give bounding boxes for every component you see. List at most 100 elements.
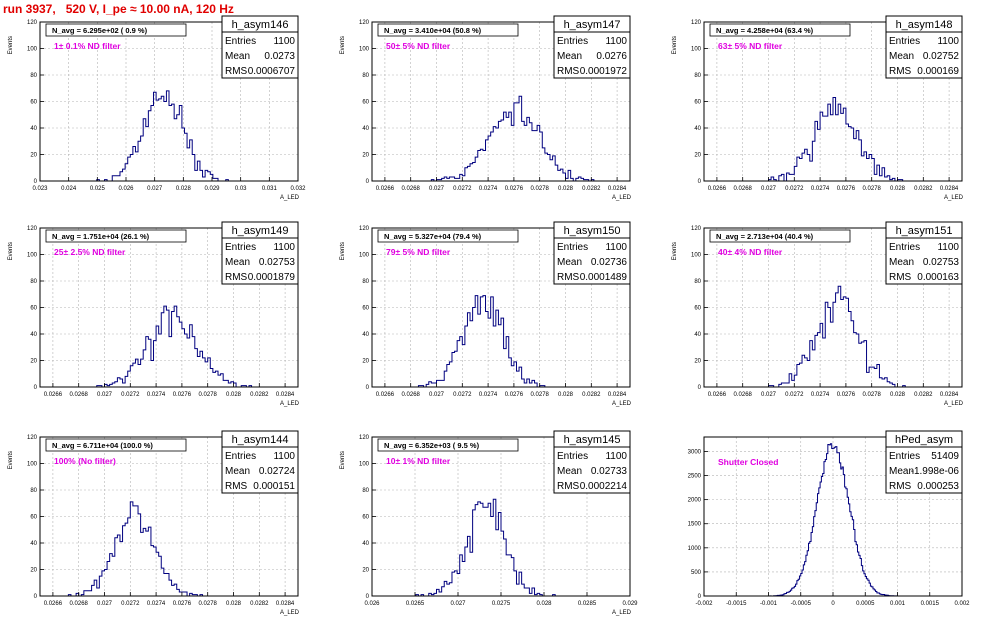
stats-title: h_asym145 [564,434,621,446]
stats-label: Entries [889,242,920,253]
stats-box [885,446,963,494]
y-tick-label: 100 [359,253,370,259]
y-tick-label: 1000 [688,546,702,552]
stats-label: Entries [889,36,920,47]
y-tick-label: 80 [30,73,37,79]
stats-value: 0.0001489 [580,272,628,283]
x-tick-label: 0.028 [558,186,574,192]
stats-box [553,446,631,494]
x-tick-label: 0.0266 [376,186,395,192]
stats-label: Entries [225,451,256,462]
y-tick-label: 60 [362,306,369,312]
stats-label: RMS [557,272,580,283]
navg-box [45,438,187,452]
x-tick-label: 0.0282 [582,186,601,192]
navg-box [377,23,519,37]
panel-h_asym147: 0.0266 0.0268 0.027 0.0272 0.0274 0.0276 0.027… [340,15,632,201]
stats-title: h_asym149 [232,225,289,237]
x-tick-label: 0.0284 [608,186,627,192]
stats-label: RMS [889,66,912,77]
stats-value: 0.000253 [917,481,959,492]
y-tick-label: 100 [691,253,702,259]
y-tick-label: 2000 [688,498,702,504]
x-axis-label: A_LED [612,610,632,616]
x-tick-label: 0.0282 [914,392,933,398]
stats-value: 0.0006707 [248,66,296,77]
x-tick-label: 0.0276 [173,601,192,607]
stats-label: Mean [889,257,914,268]
stats-label: Entries [557,36,588,47]
stats-title: hPed_asym [895,434,953,446]
y-tick-label: 120 [691,226,702,232]
y-axis-label: Events [672,242,678,260]
x-tick-label: 0.027 [429,392,445,398]
stats-title: h_asym144 [232,434,289,446]
stats-value: 0.02724 [259,466,296,477]
stats-label: Mean [889,466,914,477]
stats-label: RMS [557,66,580,77]
panel-h_asym144: 0.0266 0.0268 0.027 0.0272 0.0274 0.0276 0.027… [8,430,300,616]
run-title: run 3937, 520 V, I_pe ≈ 10.00 nA, 120 Hz [3,2,234,16]
y-tick-label: 40 [694,332,701,338]
y-tick-label: 120 [27,435,38,441]
stats-value: 0.02736 [591,257,628,268]
x-tick-label: 0.0274 [479,392,498,398]
filter-text: Shutter Closed [718,457,778,467]
x-axis-label: A_LED [280,401,300,407]
y-tick-label: 0 [698,179,702,185]
y-tick-label: 2500 [688,474,702,480]
filter-text: 40± 4% ND filter [718,247,783,257]
panel-h_asym151: 0.0266 0.0268 0.027 0.0272 0.0274 0.0276 0.027… [672,221,964,407]
y-tick-label: 0 [34,594,38,600]
x-tick-label: 0.027 [429,186,445,192]
y-tick-label: 0 [698,385,702,391]
filter-text: 100% (No filter) [54,456,116,466]
stats-value: 1100 [605,36,627,47]
navg-box [709,229,851,243]
stats-box [885,237,963,285]
x-tick-label: 0.027 [97,601,113,607]
x-tick-label: 0.0282 [914,186,933,192]
y-tick-label: 1500 [688,522,702,528]
navg-box [45,23,187,37]
y-tick-label: 80 [694,73,701,79]
stats-label: RMS [889,481,912,492]
filter-text: 79± 5% ND filter [386,247,451,257]
x-tick-label: 0.0268 [734,392,753,398]
panel-hPed_asym: -0.002 -0.0015 -0.001 -0.0005 0 0.0005 0.001 0.… [688,430,970,607]
y-tick-label: 20 [30,568,37,574]
navg-text: N_avg = 4.258e+04 (63.4 %) [716,26,814,35]
y-tick-label: 120 [27,20,38,26]
x-tick-label: 0.0266 [44,392,63,398]
stats-label: Entries [557,242,588,253]
y-tick-label: 120 [359,20,370,26]
stats-title: h_asym146 [232,19,289,31]
stats-value: -1.998e-06 [911,466,960,477]
y-tick-label: 20 [30,153,37,159]
histogram-line [40,90,298,182]
x-tick-label: 0.0274 [479,186,498,192]
y-tick-label: 0 [366,179,370,185]
stats-value: 0.02753 [923,257,960,268]
y-tick-label: 20 [362,153,369,159]
y-tick-label: 80 [362,488,369,494]
stats-value: 0.02733 [591,466,628,477]
x-tick-label: 0.0272 [121,601,140,607]
x-tick-label: 0.0274 [811,186,830,192]
navg-box [709,23,851,37]
y-tick-label: 120 [359,435,370,441]
stats-title: h_asym147 [564,19,621,31]
x-tick-label: 0.024 [61,186,77,192]
y-tick-label: 40 [362,126,369,132]
filter-text: 25± 2.5% ND filter [54,247,126,257]
y-tick-label: 60 [694,100,701,106]
y-axis-label: Events [340,242,346,260]
y-tick-label: 100 [27,47,38,53]
filter-text: 63± 5% ND filter [718,41,783,51]
stats-label: Mean [557,257,582,268]
navg-text: N_avg = 6.295e+02 ( 0.9 %) [52,26,148,35]
stats-box [221,237,299,285]
x-tick-label: 0.0274 [147,392,166,398]
navg-text: N_avg = 6.352e+03 ( 9.5 %) [384,441,480,450]
x-tick-label: -0.0005 [791,601,812,607]
